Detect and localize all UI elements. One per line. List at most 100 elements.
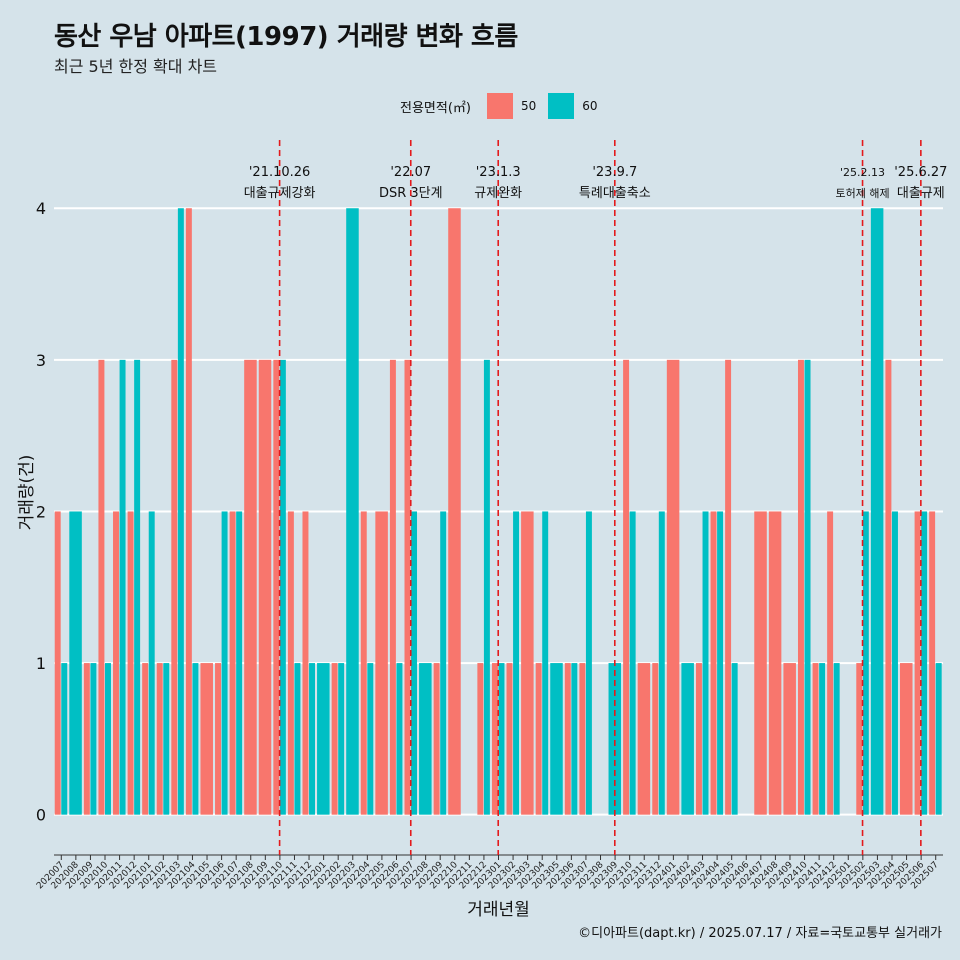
bar-50-202312 xyxy=(652,663,659,815)
bar-50-202507 xyxy=(929,511,936,815)
bar-60-202009 xyxy=(90,663,97,815)
event-date: '25.6.27 xyxy=(894,165,947,180)
bar-50-202112 xyxy=(302,511,309,815)
bar-50-202104 xyxy=(185,208,192,815)
bar-60-202106 xyxy=(221,511,228,815)
bar-60-202101 xyxy=(148,511,155,815)
legend-swatch-50 xyxy=(486,93,513,119)
bar-50-202505 xyxy=(900,663,913,815)
bar-50-202108 xyxy=(244,359,257,815)
bar-60-202203 xyxy=(346,208,359,815)
y-tick-label: 3 xyxy=(36,351,46,370)
bar-50-202109 xyxy=(258,359,272,815)
event-date: '23.9.7 xyxy=(592,165,637,180)
bar-50-202311 xyxy=(637,663,651,815)
event-date: '21.10.26 xyxy=(249,165,310,180)
bar-60-202107 xyxy=(236,511,243,815)
chart-subtitle: 최근 5년 한정 확대 차트 xyxy=(54,57,218,76)
bar-50-202206 xyxy=(389,359,396,815)
bar-60-202111 xyxy=(294,663,301,815)
bar-50-202304 xyxy=(535,663,542,815)
legend-title: 전용면적(㎡) xyxy=(400,100,471,116)
bar-50-202204 xyxy=(360,511,367,815)
bar-60-202410 xyxy=(804,359,811,815)
bar-50-202401 xyxy=(666,359,680,815)
bar-50-202103 xyxy=(171,359,178,815)
bar-60-202503 xyxy=(870,208,884,815)
bar-60-202102 xyxy=(163,663,170,815)
event-date: '25.2.13 xyxy=(840,166,885,179)
bar-50-202207 xyxy=(404,359,411,815)
bar-60-202207 xyxy=(411,511,418,815)
bar-60-202206 xyxy=(396,663,403,815)
bar-60-202412 xyxy=(833,663,840,815)
bar-60-202201 xyxy=(317,663,330,815)
bar-50-202504 xyxy=(885,359,892,815)
bar-60-202008 xyxy=(69,511,82,815)
event-label: DSR 3단계 xyxy=(379,186,443,201)
legend-label-60: 60 xyxy=(582,99,598,113)
bar-50-202410 xyxy=(797,359,804,815)
bar-60-202104 xyxy=(192,663,199,815)
bar-50-202310 xyxy=(623,359,630,815)
y-tick-label: 2 xyxy=(36,502,46,521)
bar-50-202301 xyxy=(491,663,498,815)
bar-60-202307 xyxy=(585,511,592,815)
bar-60-202405 xyxy=(731,663,738,815)
legend-item-50: 50 xyxy=(475,93,536,119)
bar-50-202106 xyxy=(215,663,221,815)
bar-60-202208 xyxy=(419,663,432,815)
chart-title: 동산 우남 아파트(1997) 거래량 변화 흐름 xyxy=(54,22,518,52)
bar-50-202306 xyxy=(564,663,571,815)
y-axis-title: 거래량(건) xyxy=(17,455,37,531)
bar-60-202304 xyxy=(542,511,549,815)
bar-60-202504 xyxy=(891,511,898,815)
y-tick-label: 4 xyxy=(36,199,46,218)
bar-60-202112 xyxy=(309,663,315,815)
bar-60-202007 xyxy=(61,663,68,815)
event-label: 특례대출축소 xyxy=(579,186,651,201)
legend-item-60: 60 xyxy=(536,93,598,119)
bar-60-202411 xyxy=(819,663,826,815)
bar-60-202402 xyxy=(681,663,694,815)
bar-60-202306 xyxy=(571,663,578,815)
legend: 전용면적(㎡) 50 60 xyxy=(400,92,598,120)
bar-60-202204 xyxy=(367,663,374,815)
bar-60-202202 xyxy=(338,663,345,815)
bar-50-202502 xyxy=(856,663,863,815)
bar-50-202012 xyxy=(127,511,134,815)
bar-60-202309 xyxy=(608,663,622,815)
event-date: '22.07 xyxy=(390,165,431,180)
legend-label-50: 50 xyxy=(520,99,537,113)
bar-60-202305 xyxy=(550,663,563,815)
bar-50-202102 xyxy=(156,663,163,815)
bar-50-202212 xyxy=(477,663,484,815)
bar-50-202111 xyxy=(287,511,294,815)
bar-50-202007 xyxy=(54,511,61,815)
event-label: 규제완화 xyxy=(474,186,522,201)
bar-50-202010 xyxy=(98,359,105,815)
bar-60-202012 xyxy=(134,359,141,815)
bar-60-202110 xyxy=(279,359,286,815)
bar-60-202010 xyxy=(105,663,111,815)
event-label: 대출규제강화 xyxy=(244,186,316,201)
bar-60-202302 xyxy=(513,511,520,815)
bar-50-202407 xyxy=(754,511,767,815)
bar-50-202009 xyxy=(83,663,90,815)
bar-60-202403 xyxy=(702,511,709,815)
y-tick-label: 0 xyxy=(36,806,46,825)
bar-60-202506 xyxy=(921,511,928,815)
bar-60-202212 xyxy=(483,359,490,815)
bar-50-202101 xyxy=(142,663,149,815)
bar-50-202506 xyxy=(914,511,921,815)
bar-50-202409 xyxy=(783,663,796,815)
bar-50-202405 xyxy=(725,359,732,815)
event-date: '23.1.3 xyxy=(476,165,521,180)
bar-60-202301 xyxy=(498,663,505,815)
legend-swatch-60 xyxy=(548,93,575,119)
bar-50-202202 xyxy=(331,663,338,815)
bar-50-202105 xyxy=(200,663,213,815)
bar-50-202303 xyxy=(521,511,534,815)
